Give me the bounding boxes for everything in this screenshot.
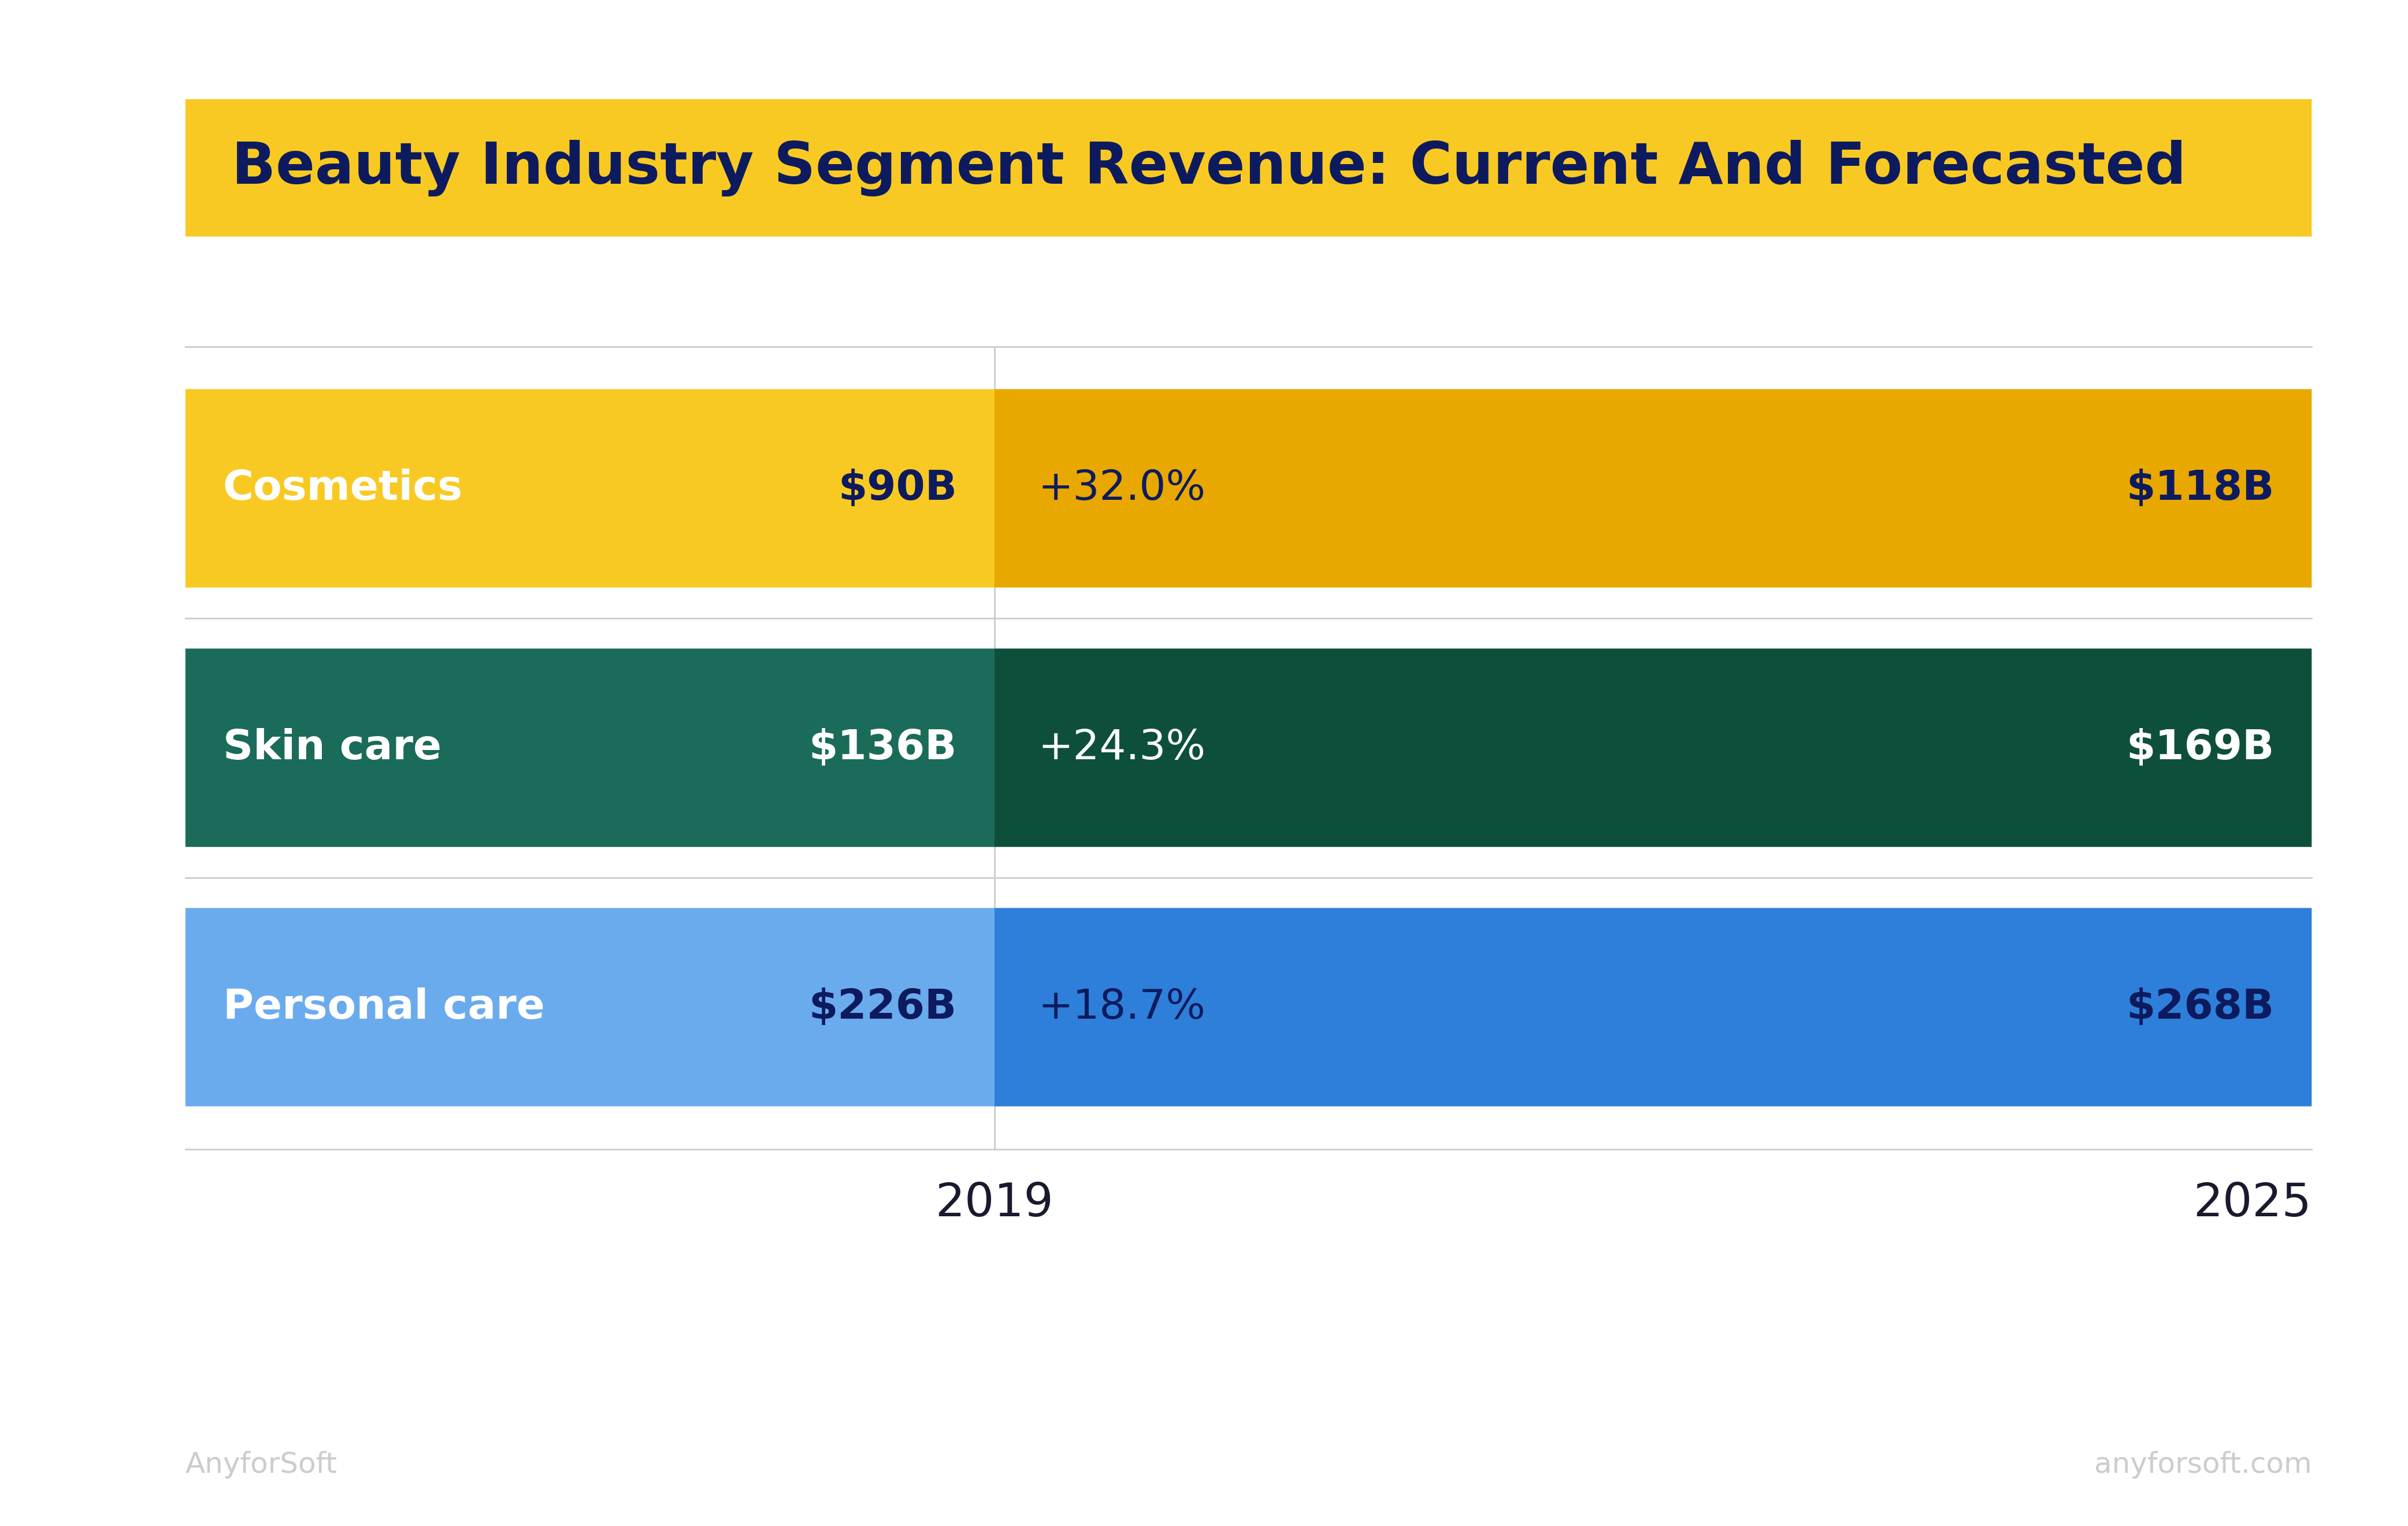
Text: Cosmetics: Cosmetics	[224, 468, 462, 508]
FancyBboxPatch shape	[995, 908, 2312, 1106]
FancyBboxPatch shape	[995, 649, 2312, 847]
Text: Personal care: Personal care	[224, 987, 544, 1027]
FancyBboxPatch shape	[185, 908, 995, 1106]
Text: +32.0%: +32.0%	[1038, 468, 1206, 508]
Text: Skin care: Skin care	[224, 728, 441, 768]
FancyBboxPatch shape	[185, 649, 995, 847]
Text: $268B: $268B	[2126, 987, 2273, 1027]
Text: $136B: $136B	[809, 728, 956, 768]
Text: +18.7%: +18.7%	[1038, 987, 1206, 1027]
Text: $169B: $169B	[2126, 728, 2273, 768]
FancyBboxPatch shape	[185, 99, 2312, 237]
Text: $90B: $90B	[838, 468, 956, 508]
Text: +24.3%: +24.3%	[1038, 728, 1206, 768]
Text: Beauty Industry Segment Revenue: Current And Forecasted: Beauty Industry Segment Revenue: Current…	[231, 139, 2186, 197]
Text: anyforsoft.com: anyforsoft.com	[2095, 1451, 2312, 1479]
Text: $226B: $226B	[809, 987, 956, 1027]
Text: 2025: 2025	[2194, 1181, 2312, 1225]
FancyBboxPatch shape	[995, 389, 2312, 588]
Text: AnyforSoft: AnyforSoft	[185, 1451, 337, 1479]
Text: 2019: 2019	[934, 1181, 1055, 1225]
FancyBboxPatch shape	[185, 389, 995, 588]
Text: $118B: $118B	[2126, 468, 2273, 508]
